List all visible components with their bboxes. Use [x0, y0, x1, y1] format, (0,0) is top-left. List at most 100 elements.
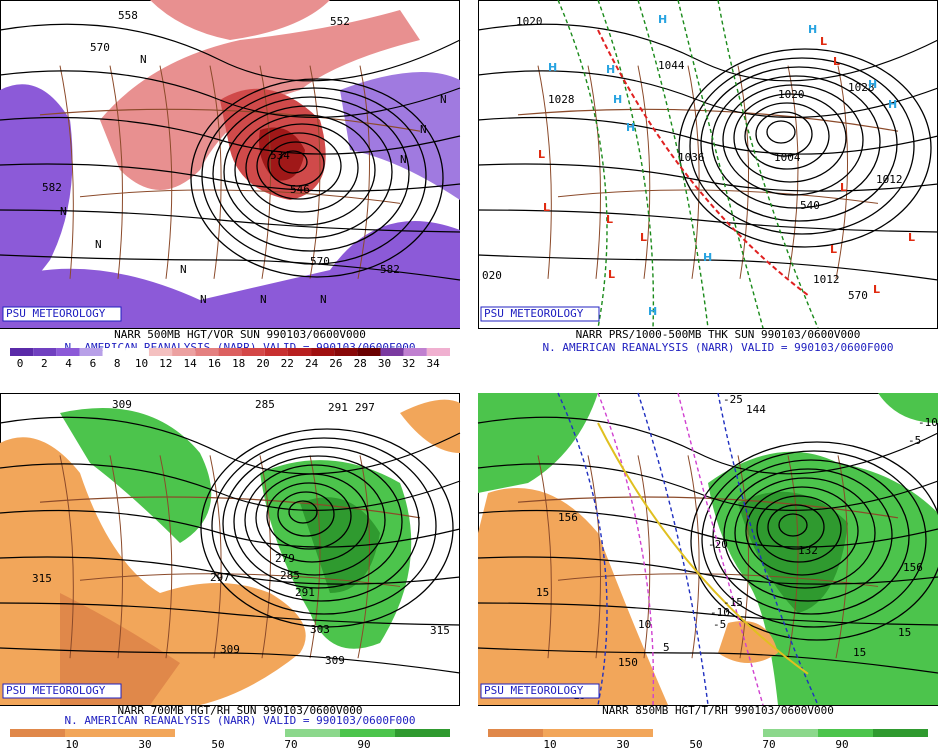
high-symbol: H [548, 61, 557, 74]
colorbar-swatch [33, 348, 57, 356]
contour [0, 509, 461, 548]
vorticity-symbol: N [200, 293, 207, 306]
colorbar-label: 22 [281, 357, 294, 370]
shaded-region [150, 0, 330, 40]
colorbar-swatch [873, 729, 928, 737]
colorbar-label: 70 [284, 738, 297, 750]
contour [756, 495, 842, 563]
colorbar-swatch [380, 348, 404, 356]
colorbar-swatch [218, 348, 242, 356]
border-line [687, 455, 700, 659]
contour [766, 120, 796, 144]
low-symbol: L [873, 283, 880, 296]
colorbar-label: 10 [65, 738, 78, 750]
border-line [517, 108, 899, 132]
caption: NARR 500MB HGT/VOR SUN 990103/0600V000 [114, 328, 366, 341]
thickness-line [597, 392, 655, 706]
colorbar-label: 90 [835, 738, 848, 750]
colorbar-swatch [708, 729, 763, 737]
contour-label: 15 [536, 586, 549, 599]
colorbar-label: 50 [689, 738, 702, 750]
contour [0, 463, 461, 511]
panel: -25144-10-5156-20-15-10-5151051501321515… [477, 392, 938, 751]
colorbar-swatch [653, 729, 708, 737]
colorbar-swatch [287, 348, 312, 356]
border-line [159, 65, 173, 279]
colorbar-label: 28 [354, 357, 367, 370]
contour-label: 309 [220, 643, 240, 656]
contour-label: 1028 [848, 81, 875, 94]
colorbar-label: 70 [762, 738, 775, 750]
contour-label: 156 [558, 511, 578, 524]
colorbar-swatch [488, 729, 543, 737]
high-symbol: H [868, 78, 877, 91]
contour-label: 5 [663, 641, 670, 654]
contour [690, 441, 938, 641]
high-symbol: H [626, 121, 635, 134]
border-line [259, 455, 272, 659]
contour-label: 279 [275, 552, 295, 565]
contour [711, 75, 881, 209]
colorbar-swatch [598, 729, 653, 737]
contour [245, 123, 359, 213]
subcaption: N. AMERICAN REANALYSIS (NARR) VALID = 99… [543, 341, 894, 354]
colorbar-swatch [148, 348, 173, 356]
shaded-region [0, 84, 73, 311]
contour [477, 163, 938, 192]
contour-label: -10 [918, 416, 938, 429]
low-symbol: L [538, 148, 545, 161]
colorbar-label: 10 [543, 738, 556, 750]
contour-label: 285 [280, 569, 300, 582]
logo: PSU METEOROLOGY [6, 684, 106, 697]
thickness-line [557, 392, 608, 706]
border-line [835, 455, 849, 659]
contour [277, 491, 335, 537]
shaded-region [738, 491, 848, 613]
colorbar-label: 32 [402, 357, 415, 370]
vorticity-symbol: N [420, 123, 427, 136]
contour-label: 156 [903, 561, 923, 574]
shaded-region [718, 621, 778, 663]
logo-box [480, 306, 600, 322]
thickness-line [597, 0, 655, 329]
contour [477, 463, 938, 511]
colorbar-swatch [172, 348, 196, 356]
thickness-line [677, 392, 764, 706]
contour [477, 23, 938, 82]
contour-label: -15 [723, 596, 743, 609]
low-symbol: L [820, 35, 827, 48]
contour-label: 1012 [876, 173, 903, 186]
logo-box [2, 683, 122, 699]
contour [0, 209, 461, 233]
shaded-region [0, 221, 460, 328]
colorbar-swatch [10, 348, 34, 356]
colorbar-swatch [357, 348, 381, 356]
contour-label: 534 [270, 149, 290, 162]
border-line [357, 455, 371, 659]
contour [234, 114, 376, 226]
contour [477, 509, 938, 548]
contour-label: 10 [638, 618, 651, 631]
colorbar-swatch [403, 348, 427, 356]
contour [755, 111, 813, 157]
colorbar-swatch [264, 348, 288, 356]
colorbar-swatch [818, 729, 873, 737]
low-symbol: L [543, 201, 550, 214]
contour-label: 570 [310, 255, 330, 268]
colorbar-label: 2 [41, 357, 48, 370]
contour-label: 309 [325, 654, 345, 667]
colorbar-swatch [230, 729, 285, 737]
contour-label: 570 [90, 41, 110, 54]
contour-label: 303 [310, 623, 330, 636]
border-line [557, 573, 879, 587]
contour [278, 150, 308, 174]
low-symbol: L [833, 55, 840, 68]
border-line [309, 455, 321, 659]
contour [222, 446, 420, 602]
contour-label: 020 [482, 269, 502, 282]
low-symbol: L [606, 213, 613, 226]
contour-label: 132 [798, 544, 818, 557]
border-line [637, 65, 651, 279]
contour [678, 48, 932, 248]
contour-label: 1012 [813, 273, 840, 286]
